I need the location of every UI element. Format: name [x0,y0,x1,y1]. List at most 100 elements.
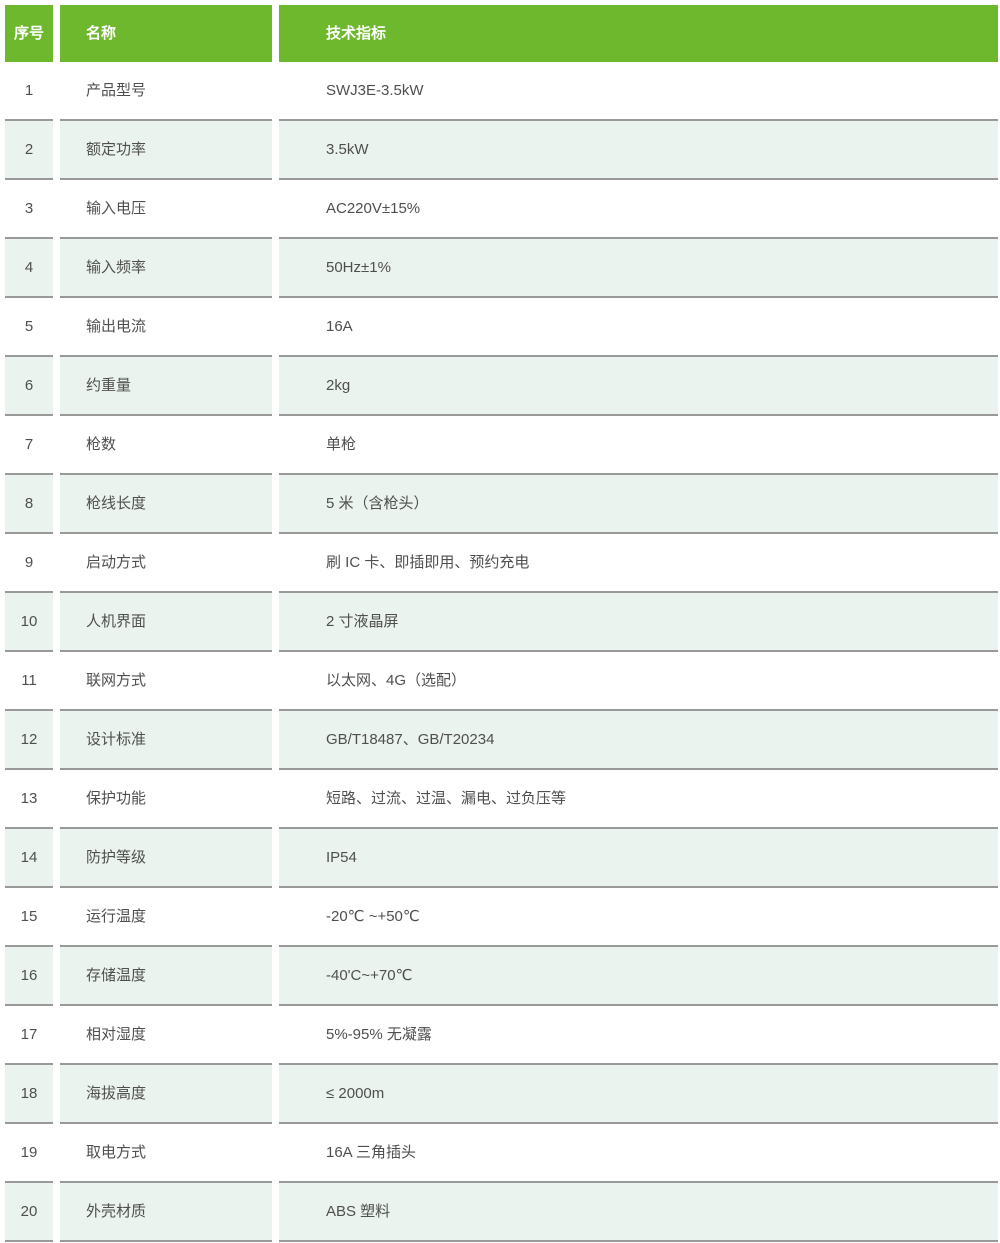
column-gap [53,711,60,770]
row-name-value: 输入频率 [86,258,147,276]
header-label-spec: 技术指标 [326,24,387,42]
column-gap [272,1065,279,1124]
column-gap [272,888,279,947]
header-cell-spec: 技术指标 [279,5,998,62]
row-name-value: 启动方式 [86,553,147,571]
row-name-value: 保护功能 [86,789,147,807]
row-spec-cell: 单枪 [279,416,998,475]
table-row: 2 额定功率 3.5kW [5,121,998,180]
row-index-value: 3 [24,199,34,217]
row-name-value: 防护等级 [86,848,147,866]
row-name-value: 人机界面 [86,612,147,630]
table-row: 16 存储温度 -40'C~+70℃ [5,947,998,1006]
row-name-cell: 运行温度 [60,888,272,947]
column-gap [53,1183,60,1242]
row-name-value: 运行温度 [86,907,147,925]
row-name-cell: 输入电压 [60,180,272,239]
row-name-cell: 输入频率 [60,239,272,298]
column-gap [272,1006,279,1065]
row-spec-cell: GB/T18487、GB/T20234 [279,711,998,770]
table-row: 5 输出电流 16A [5,298,998,357]
table-row: 4 输入频率 50Hz±1% [5,239,998,298]
table-header-row: 序号 名称 技术指标 [5,5,998,62]
table-row: 7 枪数 单枪 [5,416,998,475]
row-spec-cell: 刷 IC 卡、即插即用、预约充电 [279,534,998,593]
row-name-cell: 输出电流 [60,298,272,357]
row-spec-cell: ABS 塑料 [279,1183,998,1242]
row-spec-cell: 5%-95% 无凝露 [279,1006,998,1065]
table-row: 14 防护等级 IP54 [5,829,998,888]
row-index-value: 16 [20,966,38,984]
row-spec-value: 单枪 [326,435,357,453]
row-index-value: 1 [24,81,34,99]
table-row: 17 相对湿度 5%-95% 无凝露 [5,1006,998,1065]
row-spec-value: 50Hz±1% [326,258,391,276]
column-gap [272,593,279,652]
column-gap [53,475,60,534]
row-spec-value: IP54 [326,848,357,866]
row-index-cell: 14 [5,829,53,888]
table-row: 12 设计标准 GB/T18487、GB/T20234 [5,711,998,770]
row-name-value: 相对湿度 [86,1025,147,1043]
row-name-cell: 人机界面 [60,593,272,652]
row-name-value: 枪线长度 [86,494,147,512]
row-spec-value: 以太网、4G（选配） [326,671,467,689]
row-index-cell: 6 [5,357,53,416]
header-cell-index: 序号 [5,5,53,62]
row-name-value: 外壳材质 [86,1202,147,1220]
row-name-value: 约重量 [86,376,132,394]
row-index-cell: 3 [5,180,53,239]
header-label-index: 序号 [13,24,44,42]
column-gap [272,357,279,416]
row-index-cell: 16 [5,947,53,1006]
row-spec-cell: IP54 [279,829,998,888]
column-gap [53,298,60,357]
column-gap [272,1124,279,1183]
column-gap [272,652,279,711]
column-gap [272,1183,279,1242]
row-name-value: 枪数 [86,435,117,453]
row-index-cell: 4 [5,239,53,298]
row-spec-cell: SWJ3E-3.5kW [279,62,998,121]
column-gap [53,1065,60,1124]
row-name-cell: 产品型号 [60,62,272,121]
row-name-value: 产品型号 [86,81,147,99]
column-gap [272,534,279,593]
row-index-value: 12 [20,730,38,748]
row-spec-cell: 5 米（含枪头） [279,475,998,534]
row-index-value: 8 [24,494,34,512]
column-gap [53,770,60,829]
column-gap [272,5,279,62]
table-row: 1 产品型号 SWJ3E-3.5kW [5,62,998,121]
column-gap [53,1006,60,1065]
row-index-cell: 1 [5,62,53,121]
row-spec-cell: 短路、过流、过温、漏电、过负压等 [279,770,998,829]
row-spec-value: 5 米（含枪头） [326,494,429,512]
table-row: 13 保护功能 短路、过流、过温、漏电、过负压等 [5,770,998,829]
row-name-value: 输出电流 [86,317,147,335]
row-name-value: 海拔高度 [86,1084,147,1102]
row-name-cell: 枪线长度 [60,475,272,534]
row-spec-value: 2 寸液晶屏 [326,612,399,630]
row-index-cell: 2 [5,121,53,180]
row-name-cell: 枪数 [60,416,272,475]
row-index-cell: 10 [5,593,53,652]
row-index-cell: 20 [5,1183,53,1242]
row-name-cell: 额定功率 [60,121,272,180]
row-index-value: 4 [24,258,34,276]
row-name-cell: 外壳材质 [60,1183,272,1242]
column-gap [53,534,60,593]
row-spec-cell: 3.5kW [279,121,998,180]
row-name-value: 额定功率 [86,140,147,158]
column-gap [53,652,60,711]
row-index-value: 9 [24,553,34,571]
row-name-cell: 存储温度 [60,947,272,1006]
row-index-value: 10 [20,612,38,630]
row-index-value: 15 [20,907,38,925]
table-row: 15 运行温度 -20℃ ~+50℃ [5,888,998,947]
table-row: 11 联网方式 以太网、4G（选配） [5,652,998,711]
row-spec-cell: 以太网、4G（选配） [279,652,998,711]
table-row: 6 约重量 2kg [5,357,998,416]
row-index-cell: 7 [5,416,53,475]
